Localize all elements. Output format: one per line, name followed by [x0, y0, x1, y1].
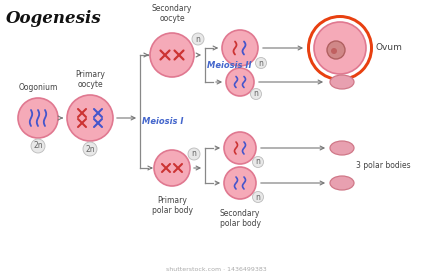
Text: n: n: [259, 59, 263, 67]
Circle shape: [154, 150, 190, 186]
Text: 2n: 2n: [85, 144, 95, 153]
Text: Secondary
oocyte: Secondary oocyte: [152, 4, 192, 23]
Text: Primary
polar body: Primary polar body: [152, 196, 193, 215]
Circle shape: [251, 88, 262, 99]
Circle shape: [331, 48, 337, 54]
Ellipse shape: [330, 75, 354, 89]
Text: Oogonium: Oogonium: [18, 83, 58, 92]
Circle shape: [314, 22, 366, 74]
Ellipse shape: [330, 141, 354, 155]
Text: Primary
oocyte: Primary oocyte: [75, 70, 105, 89]
Circle shape: [150, 33, 194, 77]
Ellipse shape: [330, 176, 354, 190]
Circle shape: [307, 15, 373, 81]
Text: Oogenesis: Oogenesis: [6, 10, 102, 27]
Text: Secondary
polar body: Secondary polar body: [220, 209, 261, 228]
Text: n: n: [254, 90, 259, 99]
Circle shape: [188, 148, 200, 160]
Circle shape: [226, 68, 254, 96]
Circle shape: [192, 33, 204, 45]
Circle shape: [252, 192, 264, 202]
Circle shape: [222, 30, 258, 66]
Text: n: n: [255, 157, 260, 167]
Circle shape: [67, 95, 113, 141]
Text: n: n: [196, 34, 200, 43]
Text: Meiosis I: Meiosis I: [142, 118, 184, 127]
Circle shape: [31, 139, 45, 153]
Circle shape: [310, 18, 370, 78]
Circle shape: [224, 167, 256, 199]
Text: 3 polar bodies: 3 polar bodies: [356, 161, 410, 170]
Circle shape: [224, 132, 256, 164]
Text: Ovum: Ovum: [376, 43, 403, 53]
Circle shape: [327, 41, 345, 59]
Text: n: n: [191, 150, 197, 158]
Circle shape: [83, 142, 97, 156]
Text: shutterstock.com · 1436499383: shutterstock.com · 1436499383: [166, 267, 266, 272]
Circle shape: [18, 98, 58, 138]
Text: 2n: 2n: [33, 141, 43, 151]
Circle shape: [255, 57, 266, 69]
Text: Meiosis II: Meiosis II: [207, 60, 252, 69]
Text: n: n: [255, 193, 260, 202]
Circle shape: [252, 157, 264, 167]
